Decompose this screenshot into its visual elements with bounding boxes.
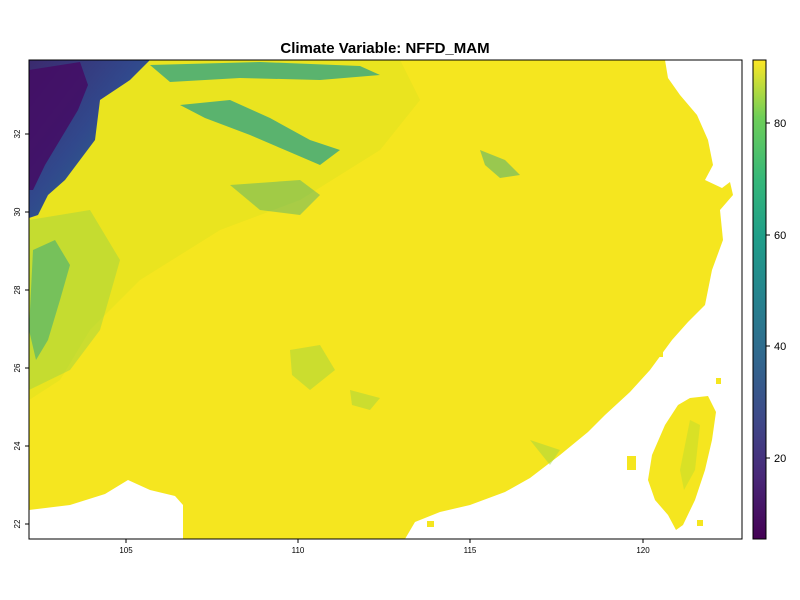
x-tick-label: 120	[636, 546, 650, 555]
x-axis: 105 110 115 120	[119, 539, 650, 555]
y-tick-label: 32	[13, 129, 22, 138]
greenish-patches	[29, 210, 560, 465]
y-tick-label: 24	[13, 441, 22, 450]
y-tick-label: 30	[13, 207, 22, 216]
legend-tick-label: 80	[774, 118, 786, 130]
highland-darkest	[29, 62, 88, 190]
y-tick-label: 28	[13, 285, 22, 294]
color-legend: 20 40 60 80	[752, 59, 786, 540]
legend-colorbar	[752, 59, 767, 540]
x-tick-label: 105	[119, 546, 133, 555]
legend-tick-label: 40	[774, 341, 786, 353]
legend-tick-label: 20	[774, 453, 786, 465]
island-hainan-edge	[627, 456, 636, 470]
y-axis: 22 24 26 28 30 32	[13, 129, 29, 528]
island-small	[716, 378, 721, 384]
map-title: Climate Variable: NFFD_MAM	[280, 40, 490, 57]
island-small	[427, 521, 434, 527]
ridge-features	[29, 62, 520, 360]
plot-frame	[28, 59, 743, 540]
x-tick-label: 115	[464, 546, 477, 555]
raster-layer	[29, 60, 733, 539]
legend-tick-label: 60	[774, 230, 786, 242]
y-tick-label: 26	[13, 363, 22, 372]
island-small	[658, 352, 663, 357]
taiwan-ridge	[680, 420, 700, 490]
y-tick-label: 22	[13, 519, 22, 528]
island-small	[697, 520, 703, 526]
x-tick-label: 110	[292, 546, 305, 555]
